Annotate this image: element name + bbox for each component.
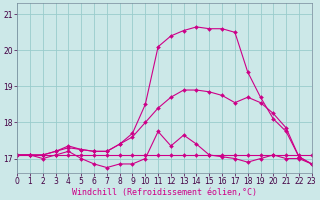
X-axis label: Windchill (Refroidissement éolien,°C): Windchill (Refroidissement éolien,°C) — [72, 188, 257, 197]
